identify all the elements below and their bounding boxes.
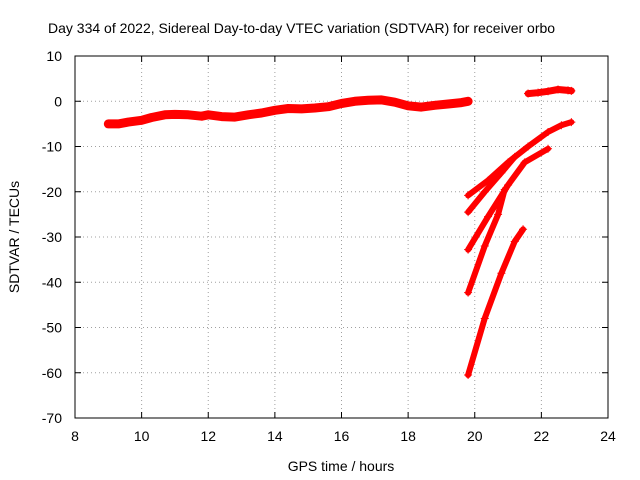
y-tick-label: -50 — [42, 320, 62, 336]
data-point — [464, 97, 473, 106]
data-point — [284, 104, 293, 113]
data-point — [350, 97, 359, 106]
data-point — [554, 85, 563, 94]
data-point — [534, 88, 543, 97]
y-tick-label: -10 — [42, 139, 62, 155]
x-tick-label: 22 — [534, 428, 550, 444]
y-tick-label: 0 — [54, 93, 62, 109]
data-point — [510, 237, 519, 246]
series-descent-1 — [464, 118, 576, 200]
data-point — [480, 187, 489, 196]
data-point — [524, 89, 533, 98]
data-point — [497, 168, 506, 177]
data-point — [217, 112, 226, 121]
series-line — [465, 119, 575, 199]
data-point — [364, 96, 373, 105]
data-point — [480, 242, 489, 251]
y-tick-label: -70 — [42, 410, 62, 426]
data-point — [520, 158, 529, 167]
x-tick-label: 12 — [200, 428, 216, 444]
data-point — [124, 118, 133, 127]
data-point — [557, 121, 566, 130]
data-point — [160, 110, 169, 119]
data-point — [457, 98, 466, 107]
data-point — [544, 128, 553, 137]
data-point — [464, 191, 473, 200]
data-point — [324, 102, 333, 111]
data-point — [484, 212, 493, 221]
data-point — [104, 119, 113, 128]
y-axis-label: SDTVAR / TECUs — [6, 181, 22, 293]
data-point — [444, 99, 453, 108]
grid — [75, 56, 608, 418]
data-point — [464, 288, 473, 297]
data-point — [404, 101, 413, 110]
data-point — [524, 142, 533, 151]
x-tick-label: 14 — [267, 428, 283, 444]
series-line — [465, 226, 527, 378]
data-point — [147, 113, 156, 122]
data-point — [567, 86, 576, 95]
data-point — [257, 109, 266, 118]
data-point — [270, 106, 279, 115]
data-point — [204, 110, 213, 119]
data-point — [544, 144, 553, 153]
data-point — [230, 113, 239, 122]
data-point — [497, 269, 506, 278]
x-tick-label: 18 — [400, 428, 416, 444]
y-tick-label: -30 — [42, 229, 62, 245]
data-point — [567, 118, 576, 127]
tick-labels: 8 10 12 14 16 18 20 22 24 10 0 -10 -20 -30 -40 -50 -60 -7… — [42, 48, 616, 444]
data-point — [390, 98, 399, 107]
y-tick-label: -20 — [42, 184, 62, 200]
data-point — [377, 95, 386, 104]
data-point — [464, 245, 473, 254]
x-axis-label: GPS time / hours — [288, 458, 395, 474]
series-descent-2 — [464, 152, 519, 217]
series-layer — [103, 85, 576, 380]
data-point — [500, 185, 509, 194]
x-tick-label: 20 — [467, 428, 483, 444]
data-point — [544, 87, 553, 96]
series-descent-4 — [464, 185, 509, 297]
data-point — [504, 180, 513, 189]
data-point — [297, 104, 306, 113]
data-point — [464, 371, 473, 380]
data-point — [310, 104, 319, 113]
data-point — [417, 103, 426, 112]
data-point — [494, 210, 503, 219]
ticks — [74, 55, 609, 419]
data-point — [137, 116, 146, 125]
series-main-track — [103, 95, 473, 129]
data-point — [519, 225, 528, 234]
data-point — [170, 110, 179, 119]
series-late-track — [524, 85, 576, 98]
series-descent-5 — [464, 225, 528, 380]
data-point — [114, 119, 123, 128]
data-point — [464, 208, 473, 217]
data-point — [197, 112, 206, 121]
data-point — [244, 110, 253, 119]
series-descent-3 — [464, 144, 553, 254]
data-point — [510, 152, 519, 161]
x-tick-label: 16 — [334, 428, 350, 444]
series-line — [465, 186, 508, 296]
series-line — [465, 153, 518, 216]
x-tick-label: 8 — [71, 428, 79, 444]
y-tick-label: 10 — [46, 48, 62, 64]
x-tick-label: 24 — [600, 428, 616, 444]
y-tick-label: -60 — [42, 365, 62, 381]
data-point — [430, 101, 439, 110]
data-point — [184, 110, 193, 119]
chart-title: Day 334 of 2022, Sidereal Day-to-day VTE… — [48, 20, 555, 36]
x-tick-label: 10 — [134, 428, 150, 444]
data-point — [337, 99, 346, 108]
y-tick-label: -40 — [42, 274, 62, 290]
data-point — [480, 314, 489, 323]
